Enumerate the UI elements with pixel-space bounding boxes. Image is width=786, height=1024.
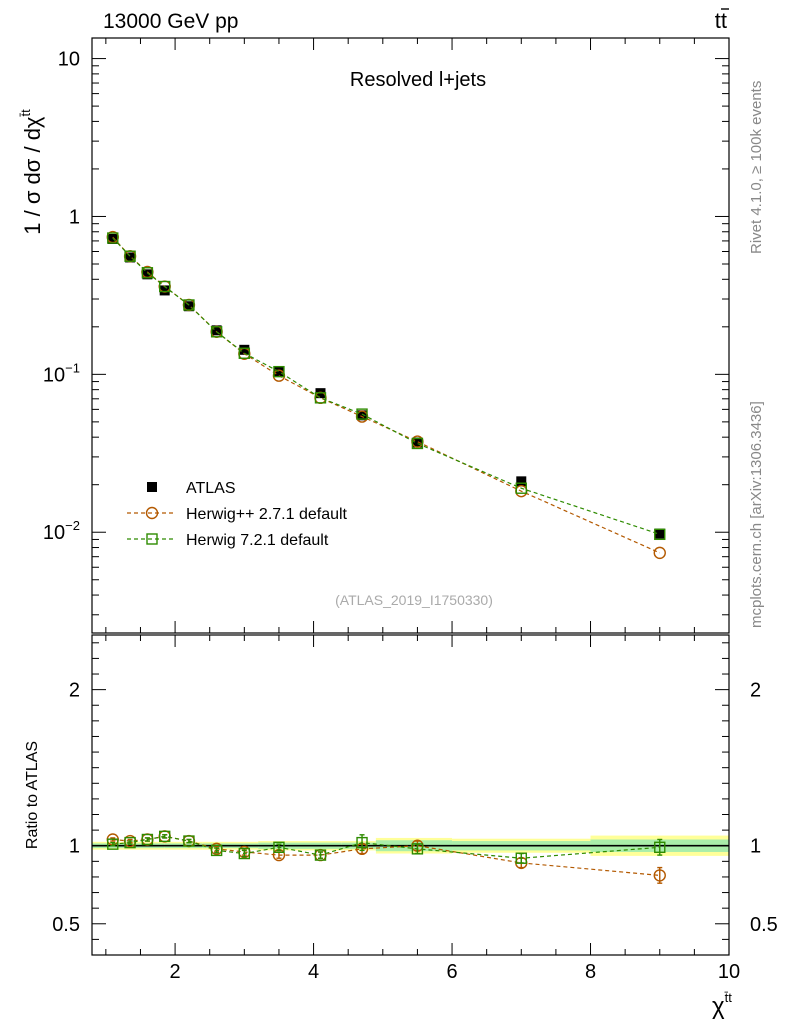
herwig7-ratio-point (107, 838, 119, 850)
herwig7-point (356, 408, 368, 420)
ratio-y-tick-label-right: 1 (750, 836, 761, 858)
herwig7-point (654, 528, 666, 541)
herwigpp-point (653, 546, 666, 560)
header-energy-label: 13000 GeV pp (103, 10, 238, 33)
herwig7-point (141, 267, 154, 279)
atlas-data-point (159, 285, 170, 296)
herwig7-ratio-point (159, 830, 171, 843)
x-axis-label: χt̄t (712, 990, 732, 1020)
atlas-data-point (357, 410, 368, 421)
ratio-panel: 2 4 6 8 10 2 2 1 1 0.5 0.5 (52, 634, 778, 983)
legend-entry-label: ATLAS (186, 480, 236, 497)
herwig7-ratio-point (238, 847, 251, 860)
main-y-tick-label: 10−2 (43, 518, 80, 544)
legend-entry-label: Herwig 7.2.1 default (186, 532, 329, 549)
herwig7-ratio-point (356, 836, 368, 849)
main-y-tick-base: 10 (43, 364, 65, 386)
x-tick-label: 10 (718, 961, 740, 983)
header-process-label: tt (715, 8, 727, 33)
herwig7-point (183, 299, 195, 311)
x-tick-label: 2 (170, 961, 181, 983)
main-y-axis-label: 1 / σ dσ / dχt̄t (18, 109, 45, 235)
rivet-version-label: Rivet 4.1.0, ≥ 100k events (748, 81, 765, 254)
main-y-tick-base: 10 (58, 49, 80, 71)
main-y-tick-label: 10−1 (43, 360, 80, 386)
ratio-y-tick-label-left: 0.5 (52, 914, 80, 936)
header-process-tbar: t (721, 8, 727, 33)
herwig7-ratio-point (515, 852, 527, 864)
main-panel-frame (91, 37, 730, 634)
herwig7-ratio-point (183, 835, 195, 847)
x-label-sup: t̄t (724, 990, 732, 1005)
herwig7-point (107, 232, 119, 244)
atlas-data-point (107, 233, 118, 244)
herwigpp-ratio-point (653, 869, 666, 882)
atlas-data-point (516, 476, 527, 487)
main-y-tick-base: 1 (69, 206, 80, 228)
herwig7-ratio-point (273, 841, 285, 853)
atlas-data-point (654, 528, 665, 539)
herwig7-point (238, 347, 251, 359)
ratio-y-axis-label: Ratio to ATLAS (24, 741, 41, 849)
atlas-data-point (239, 344, 250, 355)
ratio-y-tick-label-right: 0.5 (750, 914, 778, 936)
herwig7-point (314, 392, 327, 404)
herwig7-point (124, 250, 136, 262)
atlas-data-point (273, 366, 284, 377)
herwig7-point (210, 326, 223, 338)
header-process-t: t (715, 8, 721, 33)
herwig7-ratio-point (314, 849, 327, 861)
ratio-y-tick-label-left: 2 (69, 680, 80, 702)
x-tick-label: 4 (308, 961, 319, 983)
herwig7-ratio-point (141, 833, 154, 846)
herwig7-point (515, 482, 527, 494)
x-label-base: χ (712, 993, 725, 1020)
herwig7-ratio-point (210, 844, 223, 857)
legend-marker (145, 506, 159, 520)
plot-title: Resolved l+jets (350, 69, 486, 91)
ratio-y-tick-label-right: 2 (750, 680, 761, 702)
atlas-data-point (412, 437, 423, 448)
main-y-label-text: 1 / σ dσ / dχ (20, 116, 45, 235)
x-tick-label: 6 (446, 961, 457, 983)
main-y-tick-label: 1 (69, 206, 80, 228)
herwig7-ratio-point (411, 843, 424, 855)
legend-marker (146, 533, 158, 545)
legend-marker (147, 482, 157, 492)
herwig7-point (273, 365, 285, 378)
legend-entry-label: Herwig++ 2.7.1 default (186, 506, 348, 523)
ratio-y-tick-label-left: 1 (69, 836, 80, 858)
x-tick-label: 8 (585, 961, 596, 983)
herwig7-ratio-point (124, 836, 136, 849)
herwig7-ratio-point (654, 841, 666, 853)
mcplots-label: mcplots.cern.ch [arXiv:1306.3436] (748, 401, 765, 628)
atlas-data-point (211, 325, 222, 336)
main-y-tick-exponent: −2 (65, 518, 80, 533)
analysis-watermark: (ATLAS_2019_I1750330) (335, 592, 493, 608)
herwig7-point (411, 437, 424, 450)
svg-text:1 / σ dσ / dχt̄t: 1 / σ dσ / dχt̄t (18, 109, 45, 235)
ratio-panel-frame (91, 634, 730, 956)
main-y-tick-base: 10 (43, 522, 65, 544)
herwig7-point (159, 280, 171, 293)
main-y-label-sup: t̄t (18, 109, 33, 117)
main-y-tick-exponent: −1 (65, 360, 80, 375)
legend: ATLAS Herwig++ 2.7.1 default Herwig 7.2.1 … (127, 480, 348, 549)
atlas-data-point (183, 301, 194, 312)
series-line-herwig7 (112, 237, 660, 535)
atlas-data-point (142, 269, 153, 280)
atlas-data-point (125, 252, 136, 263)
main-y-tick-label: 10 (58, 49, 80, 71)
